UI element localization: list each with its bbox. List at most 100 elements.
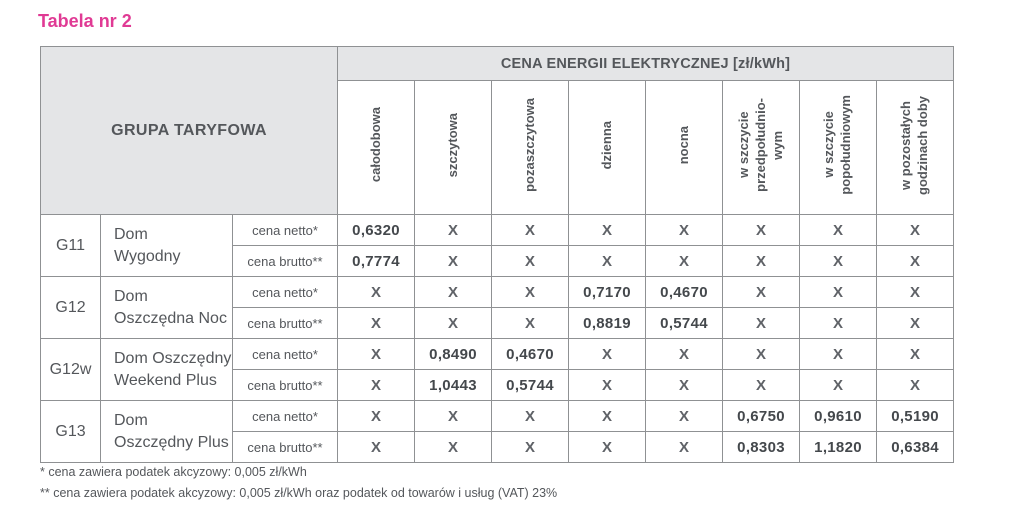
column-header-label: w pozostałych godzinach doby bbox=[898, 95, 931, 195]
not-applicable-cell: X bbox=[414, 276, 493, 308]
column-header-label: w szczycie popołudniowym bbox=[821, 95, 854, 195]
not-applicable-cell: X bbox=[645, 400, 724, 432]
table-caption: Tabela nr 2 bbox=[38, 11, 132, 31]
not-applicable-cell: X bbox=[876, 245, 955, 277]
column-header: szczytowa bbox=[414, 80, 493, 215]
price-type-label: cena netto* bbox=[231, 338, 339, 370]
not-applicable-cell: X bbox=[337, 307, 416, 339]
column-header-label: dzienna bbox=[598, 120, 614, 170]
column-header: pozaszczytowa bbox=[491, 80, 570, 215]
not-applicable-cell: X bbox=[491, 276, 570, 308]
column-header: całodobowa bbox=[337, 80, 416, 215]
footnote-netto: * cena zawiera podatek akcyzowy: 0,005 z… bbox=[40, 465, 307, 479]
not-applicable-cell: X bbox=[876, 369, 955, 401]
not-applicable-cell: X bbox=[568, 369, 647, 401]
price-value-cell: 0,8303 bbox=[722, 431, 801, 463]
not-applicable-cell: X bbox=[722, 276, 801, 308]
not-applicable-cell: X bbox=[568, 431, 647, 463]
not-applicable-cell: X bbox=[568, 400, 647, 432]
price-value-cell: 0,5190 bbox=[876, 400, 955, 432]
not-applicable-cell: X bbox=[337, 276, 416, 308]
not-applicable-cell: X bbox=[568, 214, 647, 246]
not-applicable-cell: X bbox=[722, 245, 801, 277]
not-applicable-cell: X bbox=[414, 214, 493, 246]
tariff-code: G13 bbox=[40, 400, 101, 463]
price-type-label: cena netto* bbox=[231, 276, 339, 308]
not-applicable-cell: X bbox=[722, 307, 801, 339]
not-applicable-cell: X bbox=[491, 307, 570, 339]
not-applicable-cell: X bbox=[722, 338, 801, 370]
not-applicable-cell: X bbox=[491, 245, 570, 277]
not-applicable-cell: X bbox=[876, 338, 955, 370]
not-applicable-cell: X bbox=[876, 214, 955, 246]
not-applicable-cell: X bbox=[414, 431, 493, 463]
tariff-code: G11 bbox=[40, 214, 101, 277]
column-header-label: pozaszczytowa bbox=[521, 98, 537, 192]
price-value-cell: 0,5744 bbox=[645, 307, 724, 339]
not-applicable-cell: X bbox=[414, 307, 493, 339]
price-type-label: cena netto* bbox=[231, 400, 339, 432]
price-value-cell: 0,6320 bbox=[337, 214, 416, 246]
not-applicable-cell: X bbox=[799, 214, 878, 246]
column-header: dzienna bbox=[568, 80, 647, 215]
not-applicable-cell: X bbox=[491, 431, 570, 463]
price-value-cell: 0,4670 bbox=[491, 338, 570, 370]
not-applicable-cell: X bbox=[722, 214, 801, 246]
not-applicable-cell: X bbox=[799, 369, 878, 401]
not-applicable-cell: X bbox=[491, 400, 570, 432]
table-row: G11 Dom Wygodny cena netto* 0,6320 X X X X X X X bbox=[40, 214, 955, 277]
footnote-brutto: ** cena zawiera podatek akcyzowy: 0,005 … bbox=[40, 486, 558, 500]
price-type-label: cena brutto** bbox=[231, 369, 339, 401]
not-applicable-cell: X bbox=[414, 400, 493, 432]
not-applicable-cell: X bbox=[568, 338, 647, 370]
price-type-label: cena brutto** bbox=[231, 307, 339, 339]
column-header: nocna bbox=[645, 80, 724, 215]
price-value-cell: 1,0443 bbox=[414, 369, 493, 401]
table-row: G13 Dom Oszczędny Plus cena netto* X X X X X 0,6… bbox=[40, 400, 955, 463]
not-applicable-cell: X bbox=[337, 400, 416, 432]
not-applicable-cell: X bbox=[645, 214, 724, 246]
column-header-label: szczytowa bbox=[444, 112, 460, 178]
price-value-cell: 0,5744 bbox=[491, 369, 570, 401]
tariff-name: Dom Oszczędny Weekend Plus bbox=[100, 338, 233, 401]
price-header-cell: CENA ENERGII ELEKTRYCZNEJ [zł/kWh] bbox=[337, 46, 955, 81]
price-value-cell: 0,8490 bbox=[414, 338, 493, 370]
tariff-name: Dom Oszczędny Plus bbox=[100, 400, 233, 463]
price-value-cell: 0,4670 bbox=[645, 276, 724, 308]
tariff-price-table: GRUPA TARYFOWA CENA ENERGII ELEKTRYCZNEJ… bbox=[39, 46, 955, 463]
price-value-cell: 0,6750 bbox=[722, 400, 801, 432]
not-applicable-cell: X bbox=[337, 369, 416, 401]
not-applicable-cell: X bbox=[799, 245, 878, 277]
column-header-row: całodobowa szczytowa pozaszczytowa dzienna n… bbox=[41, 80, 955, 215]
not-applicable-cell: X bbox=[876, 307, 955, 339]
not-applicable-cell: X bbox=[799, 307, 878, 339]
table-row: G12w Dom Oszczędny Weekend Plus cena netto… bbox=[40, 338, 955, 401]
price-type-label: cena brutto** bbox=[231, 245, 339, 277]
not-applicable-cell: X bbox=[337, 431, 416, 463]
not-applicable-cell: X bbox=[722, 369, 801, 401]
not-applicable-cell: X bbox=[876, 276, 955, 308]
price-value-cell: 1,1820 bbox=[799, 431, 878, 463]
column-header: w szczycie przedpołudnio- wym bbox=[722, 80, 801, 215]
price-type-label: cena netto* bbox=[231, 214, 339, 246]
not-applicable-cell: X bbox=[645, 245, 724, 277]
price-value-cell: 0,7774 bbox=[337, 245, 416, 277]
column-header: w pozostałych godzinach doby bbox=[876, 80, 955, 215]
not-applicable-cell: X bbox=[645, 369, 724, 401]
price-value-cell: 0,7170 bbox=[568, 276, 647, 308]
not-applicable-cell: X bbox=[568, 245, 647, 277]
not-applicable-cell: X bbox=[645, 431, 724, 463]
column-header-label: w szczycie przedpołudnio- wym bbox=[735, 98, 785, 192]
not-applicable-cell: X bbox=[799, 276, 878, 308]
group-header-cell: GRUPA TARYFOWA bbox=[39, 46, 339, 215]
price-type-label: cena brutto** bbox=[231, 431, 339, 463]
tariff-name: Dom Oszczędna Noc bbox=[100, 276, 233, 339]
not-applicable-cell: X bbox=[799, 338, 878, 370]
column-header-label: całodobowa bbox=[367, 107, 383, 183]
not-applicable-cell: X bbox=[645, 338, 724, 370]
table-row: cena brutto** X X X X X 0,8303 1,1820 0,6384 bbox=[41, 431, 955, 463]
column-header-label: nocna bbox=[675, 125, 691, 165]
not-applicable-cell: X bbox=[414, 245, 493, 277]
